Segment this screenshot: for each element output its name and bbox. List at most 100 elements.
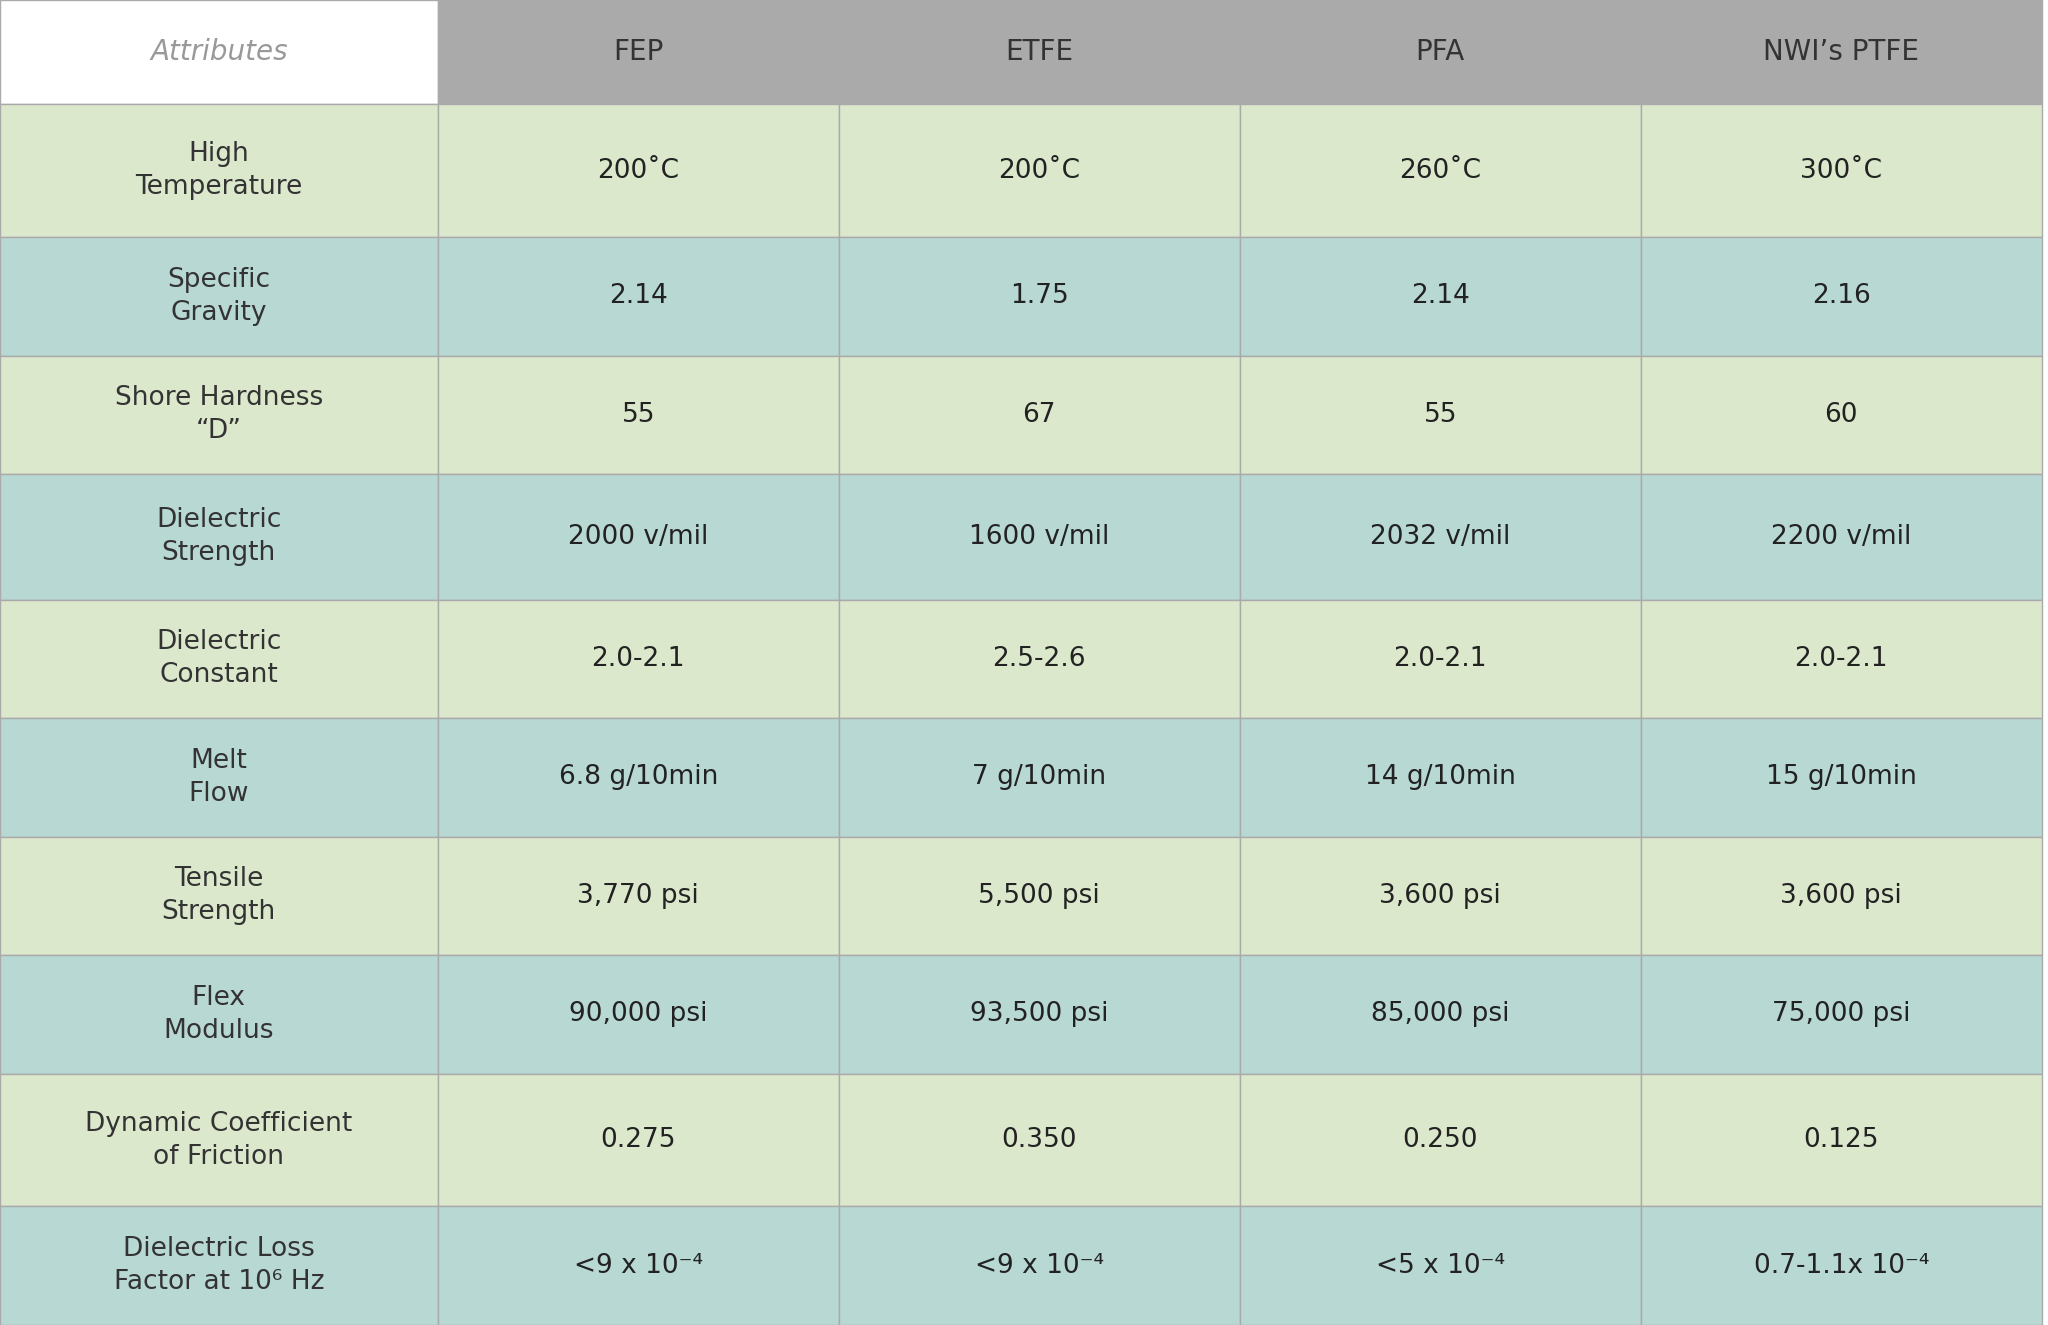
Bar <box>1239 105 1640 237</box>
Bar <box>840 0 1239 105</box>
Text: 0.7-1.1x 10⁻⁴: 0.7-1.1x 10⁻⁴ <box>1753 1252 1929 1279</box>
Text: 2.14: 2.14 <box>1411 284 1470 309</box>
Bar <box>1239 600 1640 718</box>
Bar <box>1640 474 2042 600</box>
Text: Dielectric
Strength: Dielectric Strength <box>156 507 281 566</box>
Text: 2032 v/mil: 2032 v/mil <box>1370 523 1511 550</box>
Bar <box>840 355 1239 474</box>
Bar <box>438 0 840 105</box>
Text: PFA: PFA <box>1415 38 1464 66</box>
Bar <box>438 237 840 355</box>
Bar <box>1640 955 2042 1073</box>
Text: 0.350: 0.350 <box>1001 1128 1077 1153</box>
Bar <box>840 600 1239 718</box>
Text: Dielectric
Constant: Dielectric Constant <box>156 629 281 689</box>
Bar <box>0 0 438 105</box>
Bar <box>1239 237 1640 355</box>
Bar <box>1640 105 2042 237</box>
Text: 1.75: 1.75 <box>1010 284 1069 309</box>
Bar <box>438 955 840 1073</box>
Bar <box>0 474 438 600</box>
Text: 85,000 psi: 85,000 psi <box>1370 1002 1509 1027</box>
Bar <box>0 105 438 237</box>
Bar <box>0 355 438 474</box>
Bar <box>1640 718 2042 836</box>
Bar <box>1239 1207 1640 1325</box>
Text: 300˚C: 300˚C <box>1800 158 1882 184</box>
Text: 200˚C: 200˚C <box>598 158 680 184</box>
Text: 2200 v/mil: 2200 v/mil <box>1772 523 1911 550</box>
Text: 260˚C: 260˚C <box>1399 158 1481 184</box>
Bar <box>840 1073 1239 1207</box>
Bar <box>0 836 438 955</box>
Bar <box>1640 600 2042 718</box>
Bar <box>438 474 840 600</box>
Text: 2.0-2.1: 2.0-2.1 <box>1794 645 1888 672</box>
Text: 1600 v/mil: 1600 v/mil <box>969 523 1110 550</box>
Text: 0.275: 0.275 <box>600 1128 676 1153</box>
Bar <box>840 1207 1239 1325</box>
Bar <box>438 600 840 718</box>
Text: <5 x 10⁻⁴: <5 x 10⁻⁴ <box>1376 1252 1505 1279</box>
Text: 2.0-2.1: 2.0-2.1 <box>592 645 684 672</box>
Bar <box>1640 355 2042 474</box>
Bar <box>840 836 1239 955</box>
Text: Melt
Flow: Melt Flow <box>188 747 250 807</box>
Text: Tensile
Strength: Tensile Strength <box>162 867 276 925</box>
Text: 14 g/10min: 14 g/10min <box>1364 765 1516 791</box>
Bar <box>1239 955 1640 1073</box>
Text: 6.8 g/10min: 6.8 g/10min <box>559 765 719 791</box>
Bar <box>840 955 1239 1073</box>
Text: Shore Hardness
“D”: Shore Hardness “D” <box>115 386 324 444</box>
Bar <box>0 1073 438 1207</box>
Bar <box>1640 237 2042 355</box>
Bar <box>1239 836 1640 955</box>
Text: 60: 60 <box>1825 401 1858 428</box>
Text: <9 x 10⁻⁴: <9 x 10⁻⁴ <box>975 1252 1104 1279</box>
Bar <box>438 1207 840 1325</box>
Text: 55: 55 <box>1423 401 1456 428</box>
Text: 7 g/10min: 7 g/10min <box>973 765 1106 791</box>
Text: 2.16: 2.16 <box>1812 284 1870 309</box>
Text: 93,500 psi: 93,500 psi <box>971 1002 1108 1027</box>
Bar <box>438 355 840 474</box>
Text: Specific
Gravity: Specific Gravity <box>168 266 270 326</box>
Text: 0.125: 0.125 <box>1804 1128 1880 1153</box>
Text: <9 x 10⁻⁴: <9 x 10⁻⁴ <box>573 1252 702 1279</box>
Bar <box>1640 1207 2042 1325</box>
Text: 3,600 psi: 3,600 psi <box>1780 882 1903 909</box>
Bar <box>1640 1073 2042 1207</box>
Bar <box>1239 718 1640 836</box>
Text: 3,770 psi: 3,770 psi <box>578 882 698 909</box>
Text: 90,000 psi: 90,000 psi <box>569 1002 707 1027</box>
Text: 0.250: 0.250 <box>1403 1128 1479 1153</box>
Bar <box>1239 0 1640 105</box>
Bar <box>840 237 1239 355</box>
Text: 5,500 psi: 5,500 psi <box>979 882 1100 909</box>
Bar <box>438 836 840 955</box>
Text: NWI’s PTFE: NWI’s PTFE <box>1763 38 1919 66</box>
Bar <box>1239 355 1640 474</box>
Bar <box>0 237 438 355</box>
Text: FEP: FEP <box>612 38 664 66</box>
Bar <box>840 105 1239 237</box>
Text: 200˚C: 200˚C <box>997 158 1079 184</box>
Text: 2000 v/mil: 2000 v/mil <box>567 523 709 550</box>
Text: 55: 55 <box>621 401 655 428</box>
Bar <box>1239 474 1640 600</box>
Bar <box>0 718 438 836</box>
Bar <box>840 718 1239 836</box>
Bar <box>1640 836 2042 955</box>
Text: Dielectric Loss
Factor at 10⁶ Hz: Dielectric Loss Factor at 10⁶ Hz <box>113 1236 324 1296</box>
Text: Flex
Modulus: Flex Modulus <box>164 984 274 1044</box>
Bar <box>840 474 1239 600</box>
Text: 75,000 psi: 75,000 psi <box>1772 1002 1911 1027</box>
Bar <box>438 1073 840 1207</box>
Bar <box>438 718 840 836</box>
Text: High
Temperature: High Temperature <box>135 142 303 200</box>
Bar <box>0 955 438 1073</box>
Bar <box>0 1207 438 1325</box>
Text: 2.14: 2.14 <box>608 284 668 309</box>
Bar <box>1640 0 2042 105</box>
Text: Dynamic Coefficient
of Friction: Dynamic Coefficient of Friction <box>86 1110 352 1170</box>
